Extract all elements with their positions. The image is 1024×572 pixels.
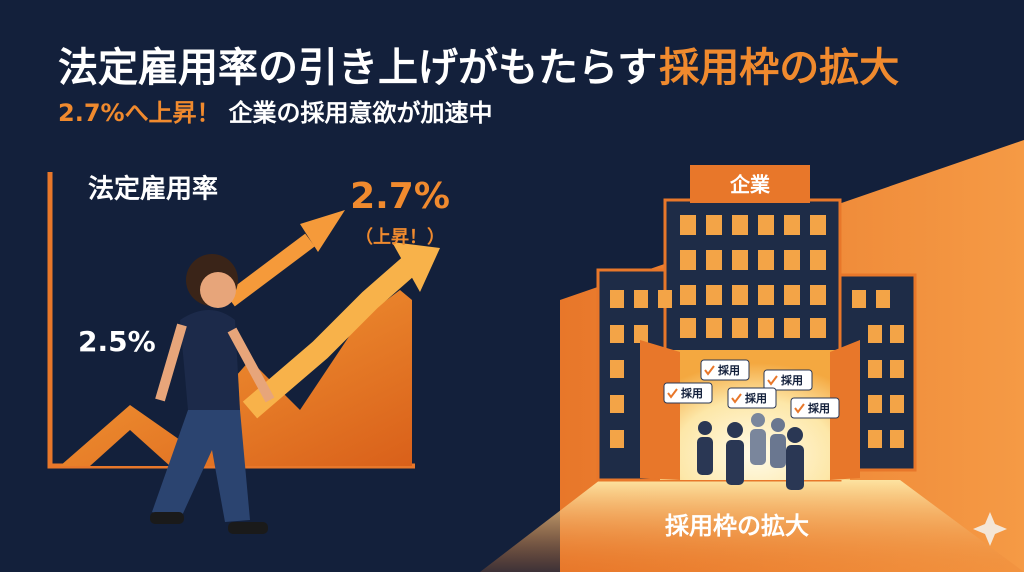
check-icon	[767, 375, 778, 386]
graph-cut	[90, 430, 170, 466]
building	[596, 165, 917, 482]
bubble-label: 採用	[781, 373, 803, 387]
check-icon	[794, 403, 805, 414]
bubble	[700, 359, 750, 381]
subtitle-highlight: 2.7%へ上昇！	[58, 99, 221, 127]
bubble	[663, 382, 713, 404]
arrow-large	[242, 256, 418, 419]
sparkle	[973, 512, 1007, 546]
arrow-large-head	[392, 242, 440, 292]
building-sign: 企業	[729, 173, 771, 197]
bubble	[727, 387, 777, 409]
arrow-small-head	[300, 210, 345, 252]
people	[697, 413, 804, 490]
title: 法定雇用率の引き上げがもたらす	[58, 45, 657, 91]
check-icon	[731, 393, 742, 404]
walking-person	[150, 254, 275, 534]
bubble-label: 採用	[718, 363, 740, 377]
check-icon	[704, 365, 715, 376]
bubble	[790, 397, 840, 419]
title-highlight: 採用枠の拡大	[659, 45, 899, 91]
caption: 採用枠の拡大	[665, 512, 809, 540]
check-icon	[667, 388, 678, 399]
end-rate: 2.7%	[350, 176, 450, 217]
bubble-label: 採用	[681, 386, 703, 400]
graph-label: 法定雇用率	[88, 174, 218, 205]
light-floor	[480, 480, 1024, 572]
subtitle: 企業の採用意欲が加速中	[229, 99, 493, 127]
bubble-label: 採用	[808, 401, 830, 415]
start-rate: 2.5%	[78, 325, 156, 358]
bubble	[763, 369, 813, 391]
bubble-label: 採用	[745, 391, 767, 405]
arrow-small	[225, 233, 315, 307]
end-note: （上昇！）	[355, 227, 445, 248]
